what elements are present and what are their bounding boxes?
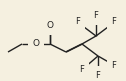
Text: F: F xyxy=(94,12,98,20)
Text: F: F xyxy=(112,61,116,70)
Text: O: O xyxy=(46,21,54,31)
Text: F: F xyxy=(112,17,116,26)
Text: O: O xyxy=(33,40,39,49)
Text: F: F xyxy=(96,70,100,79)
Text: F: F xyxy=(80,66,84,75)
Text: F: F xyxy=(76,17,80,26)
